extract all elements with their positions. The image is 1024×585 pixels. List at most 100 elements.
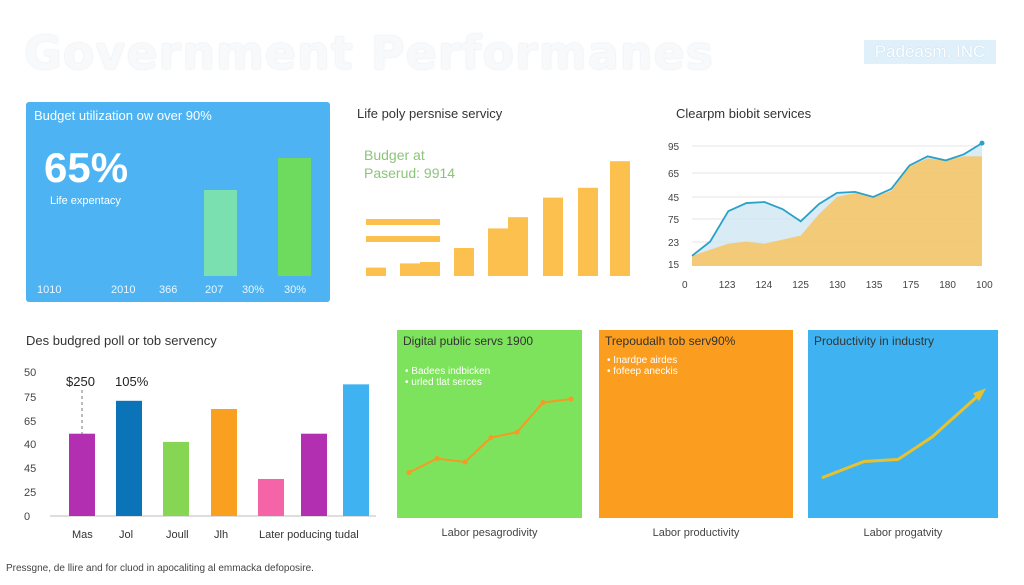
x-tick-label: 124	[756, 280, 773, 291]
arrow-head	[973, 388, 986, 402]
panel3-chart: 95 65 45 75 23 150 123 124 125 130 135 175 180 100	[668, 140, 993, 291]
y-tick-label: 23	[668, 238, 680, 249]
x-tick-label: 175	[903, 280, 920, 291]
card2-xlabel: Labor productivity	[652, 527, 740, 539]
bar	[420, 262, 440, 276]
bar	[610, 161, 630, 276]
annotation-label: 105%	[115, 374, 149, 389]
tick-label: 30%	[284, 284, 307, 296]
legend-line: Paserud: 9914	[364, 165, 456, 181]
x-tick-label: Jol	[119, 529, 133, 541]
tob-services-card: Trepoudalh tob serv90% • Inardpe airdes …	[599, 330, 793, 518]
tick-label: 207	[205, 284, 224, 296]
y-tick-label: 15	[668, 260, 680, 271]
data-point	[434, 456, 440, 461]
card-title: Digital public servs 1900	[403, 334, 534, 348]
card3-chart	[821, 388, 986, 480]
legend-line: Budger at	[364, 147, 425, 163]
bar	[366, 267, 386, 276]
page-title: Government Performanes	[24, 26, 715, 80]
y-tick-label: 95	[668, 142, 680, 153]
legend-stroke	[366, 236, 440, 242]
card-legend: • Badees indbicken • urled tlat serces	[405, 366, 490, 388]
digital-services-card: Digital public servs 1900 • Badees indbi…	[397, 330, 582, 518]
y-tick-label: 45	[668, 193, 680, 204]
bar	[578, 187, 598, 276]
legend-line: • urled tlat serces	[405, 377, 482, 388]
data-point	[568, 396, 574, 402]
panel2-chart	[366, 161, 630, 276]
data-point	[406, 470, 412, 475]
bar	[543, 197, 563, 276]
bar	[488, 228, 508, 276]
x-tick-label: 125	[792, 280, 809, 291]
card-title: Trepoudalh tob serv90%	[605, 334, 736, 348]
bar	[211, 409, 237, 516]
y-tick-label: 40	[24, 439, 36, 451]
card1-chart	[406, 396, 574, 475]
panel3-title: Clearpm biobit services	[676, 106, 812, 121]
tick-label: 2010	[111, 284, 136, 296]
x-tick-label: 123	[719, 280, 736, 291]
x-tick-label: 130	[829, 280, 846, 291]
bar	[116, 400, 142, 516]
bar	[258, 478, 284, 516]
y-tick-label: 65	[24, 416, 36, 428]
bar	[343, 384, 369, 516]
legend-line: • Inardpe airdes	[607, 355, 678, 366]
x-tick-label: 100	[976, 280, 993, 291]
bar-1	[204, 189, 237, 276]
x-tick-label: Mas	[72, 529, 93, 541]
card1-xlabel: Labor pesagrodivity	[441, 527, 538, 539]
bar	[163, 441, 189, 516]
legend-line: • Badees indbicken	[405, 366, 491, 377]
bar	[301, 433, 327, 516]
bar-2	[278, 157, 311, 276]
bar	[69, 433, 95, 516]
annotation-label: $250	[66, 374, 95, 389]
x-tick-label: 0	[682, 280, 688, 291]
y-tick-label: 25	[24, 487, 36, 499]
x-tick-label: Joull	[166, 529, 189, 541]
trend-line	[821, 391, 984, 480]
panel2-title: Life poly persnise servicy	[357, 106, 503, 121]
panel-subtitle: Life expentacy	[50, 195, 121, 207]
panel4-title: Des budgred poll or tob servency	[26, 333, 217, 348]
y-tick-label: 0	[24, 511, 30, 523]
end-point	[979, 140, 985, 146]
bar	[454, 248, 474, 276]
y-tick-label: 45	[24, 463, 36, 475]
panel-title: Budget utilization ow over 90%	[34, 108, 212, 123]
tick-label: 1010	[37, 284, 62, 296]
data-point	[488, 435, 494, 440]
legend-stroke	[366, 219, 440, 225]
y-tick-label: 50	[24, 367, 36, 379]
y-tick-label: 75	[668, 215, 680, 226]
data-point	[514, 429, 520, 435]
x-tick-label: 135	[866, 280, 883, 291]
x-tick-label: 180	[939, 280, 956, 291]
card-legend: • Inardpe airdes • fofeep aneckis	[607, 355, 678, 377]
x-tick-label: Jlh	[214, 529, 228, 541]
card3-xlabel: Labor progatvity	[863, 527, 943, 539]
line-series	[691, 142, 983, 257]
tick-label: 30%	[242, 284, 265, 296]
footer-note: Pressgne, de llire and for cluod in apoc…	[6, 563, 314, 574]
legend-line: • fofeep aneckis	[607, 366, 678, 377]
company-badge: Padeasm, INC	[864, 40, 996, 64]
bar	[508, 217, 528, 276]
panel2-legend: Budger at Paserud: 9914	[364, 146, 455, 182]
x-tick-label: Later poducing tudal	[259, 529, 359, 541]
bar	[400, 263, 420, 276]
y-tick-label: 65	[668, 169, 680, 180]
data-point	[462, 459, 468, 465]
card-title: Productivity in industry	[814, 334, 935, 348]
y-tick-label: 75	[24, 392, 36, 404]
big-value: 65%	[44, 144, 129, 191]
area-series	[692, 156, 982, 266]
productivity-card: Productivity in industry	[808, 330, 998, 518]
tick-label: 366	[159, 284, 178, 296]
panel4-chart: 50 75 65 40 45 25 0 $250 105% Mas Jol Joull Jlh Later…	[24, 367, 376, 541]
budget-utilization-panel: Budget utilization ow over 90% 65% Life …	[26, 102, 330, 302]
data-point	[540, 400, 546, 405]
